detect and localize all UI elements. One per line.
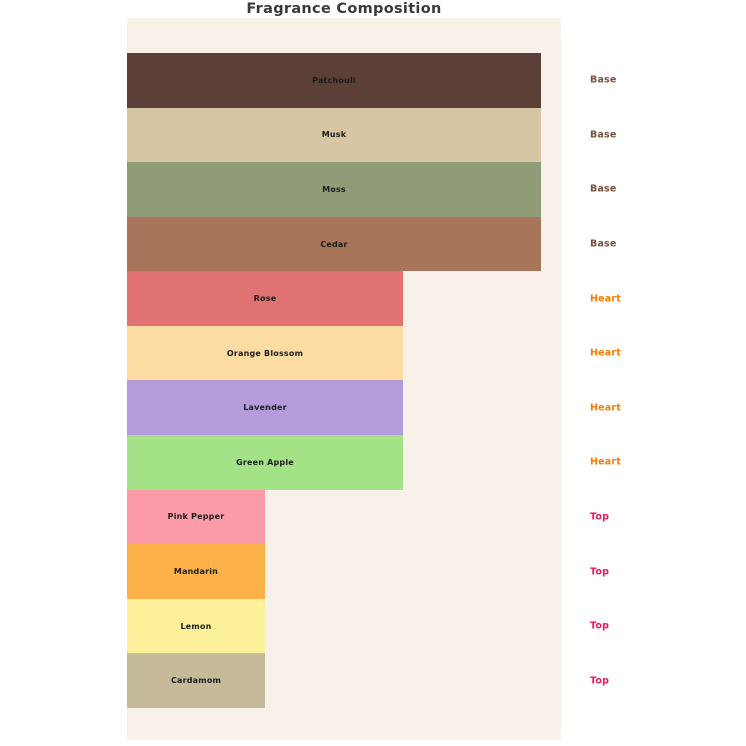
bar-label: Musk [321, 130, 347, 140]
group-label-top-9: Top [590, 566, 610, 578]
bar-orange-blossom: Orange Blossom [127, 325, 403, 381]
bar-label: Pink Pepper [167, 512, 225, 522]
bar-moss: Moss [127, 162, 541, 217]
group-label-top-8: Top [590, 511, 610, 523]
bar-row-moss: Moss [127, 162, 561, 217]
bar-label: Green Apple [236, 457, 294, 467]
bar-row-pink-pepper: Pink Pepper [127, 489, 561, 545]
group-label-base-2: Base [590, 183, 617, 195]
bar-lavender: Lavender [127, 380, 403, 436]
group-label-heart-7: Heart [590, 456, 622, 468]
bar-label: Moss [322, 184, 346, 194]
bar-row-mandarin: Mandarin [127, 544, 561, 599]
group-label-top-10: Top [590, 620, 610, 632]
bar-label: Lemon [180, 621, 212, 631]
bar-patchouli: Patchouli [127, 53, 541, 108]
bar-label: Rose [253, 294, 277, 304]
bar-green-apple: Green Apple [127, 435, 403, 490]
bar-mandarin: Mandarin [127, 544, 265, 599]
group-label-heart-6: Heart [590, 402, 622, 414]
bar-pink-pepper: Pink Pepper [127, 489, 265, 545]
group-label-heart-5: Heart [590, 347, 622, 359]
bar-row-orange-blossom: Orange Blossom [127, 325, 561, 381]
bar-rose: Rose [127, 271, 403, 326]
bar-label: Cedar [320, 239, 348, 249]
bar-label: Orange Blossom [226, 348, 304, 358]
bar-musk: Musk [127, 107, 541, 163]
bar-row-lavender: Lavender [127, 380, 561, 436]
group-label-heart-4: Heart [590, 293, 622, 305]
group-label-top-11: Top [590, 675, 610, 687]
group-label-base-1: Base [590, 129, 617, 141]
bar-cardamom: Cardamom [127, 653, 265, 708]
bar-row-musk: Musk [127, 107, 561, 163]
bar-label: Patchouli [312, 75, 356, 85]
bar-row-patchouli: Patchouli [127, 53, 561, 108]
group-label-base-0: Base [590, 74, 617, 86]
bar-row-rose: Rose [127, 271, 561, 326]
bar-row-cardamom: Cardamom [127, 653, 561, 708]
bar-row-lemon: Lemon [127, 598, 561, 654]
bar-row-green-apple: Green Apple [127, 435, 561, 490]
bar-label: Cardamom [170, 676, 222, 686]
chart-title: Fragrance Composition [246, 1, 442, 17]
bar-label: Lavender [243, 403, 287, 413]
bar-cedar: Cedar [127, 216, 541, 272]
bar-label: Mandarin [173, 567, 219, 577]
plot-area: Patchouli Musk Moss Cedar Rose Orange Blossom… [127, 18, 561, 740]
bar-row-cedar: Cedar [127, 216, 561, 272]
bar-lemon: Lemon [127, 598, 265, 654]
group-label-base-3: Base [590, 238, 617, 250]
